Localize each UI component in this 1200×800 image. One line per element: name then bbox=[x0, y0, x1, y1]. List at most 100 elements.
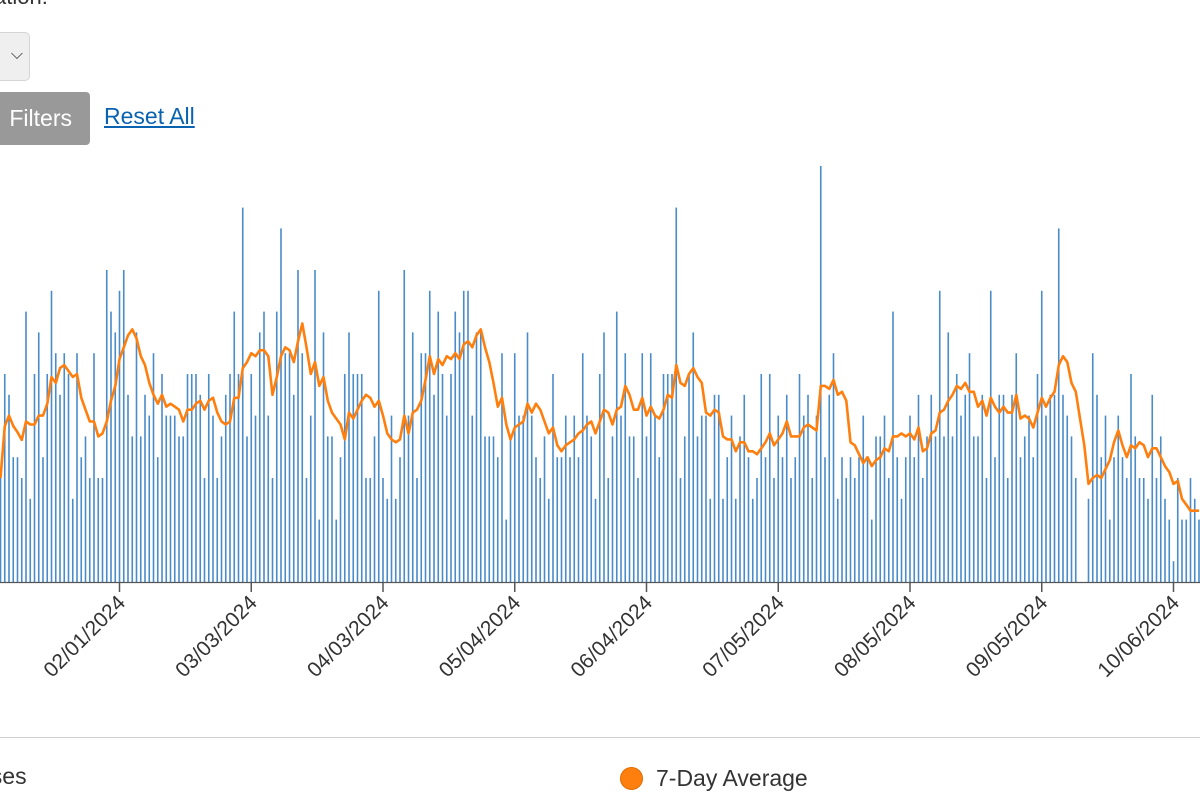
case-bar[interactable] bbox=[943, 436, 945, 582]
case-bar[interactable] bbox=[148, 415, 151, 582]
case-bar[interactable] bbox=[624, 353, 627, 582]
case-bar[interactable] bbox=[37, 332, 40, 582]
case-bar[interactable] bbox=[233, 311, 236, 582]
case-bar[interactable] bbox=[173, 415, 176, 582]
case-bar[interactable] bbox=[1121, 457, 1124, 582]
case-bar[interactable] bbox=[858, 457, 860, 582]
case-bar[interactable] bbox=[212, 415, 214, 582]
case-bar[interactable] bbox=[705, 415, 707, 582]
case-bar[interactable] bbox=[637, 478, 639, 582]
case-bar[interactable] bbox=[343, 374, 346, 582]
case-bar[interactable] bbox=[828, 394, 831, 582]
case-bar[interactable] bbox=[887, 478, 890, 582]
case-bar[interactable] bbox=[632, 436, 635, 582]
case-bar[interactable] bbox=[1117, 415, 1120, 582]
case-bar[interactable] bbox=[1053, 394, 1056, 582]
case-bar[interactable] bbox=[322, 332, 325, 582]
case-bar[interactable] bbox=[760, 374, 763, 582]
case-bar[interactable] bbox=[250, 374, 253, 582]
case-bar[interactable] bbox=[390, 415, 393, 582]
case-bar[interactable] bbox=[1062, 394, 1064, 582]
case-bar[interactable] bbox=[360, 374, 363, 582]
legend-item-cases[interactable]: ases bbox=[0, 763, 27, 789]
case-bar[interactable] bbox=[365, 478, 367, 582]
case-bar[interactable] bbox=[454, 311, 457, 582]
case-bar[interactable] bbox=[853, 478, 856, 582]
case-bar[interactable] bbox=[25, 311, 27, 582]
case-bar[interactable] bbox=[713, 394, 716, 582]
case-bar[interactable] bbox=[875, 436, 877, 582]
case-bar[interactable] bbox=[114, 332, 117, 582]
case-bar[interactable] bbox=[118, 290, 121, 582]
case-bar[interactable] bbox=[122, 270, 125, 582]
case-bar[interactable] bbox=[513, 353, 516, 582]
case-bar[interactable] bbox=[1036, 374, 1039, 582]
case-bar[interactable] bbox=[1040, 290, 1043, 582]
case-bar[interactable] bbox=[80, 457, 83, 582]
case-bar[interactable] bbox=[246, 436, 248, 582]
case-bar[interactable] bbox=[127, 394, 129, 582]
case-bar[interactable] bbox=[29, 498, 32, 582]
case-bar[interactable] bbox=[190, 374, 193, 582]
case-bar[interactable] bbox=[199, 394, 202, 582]
case-bar[interactable] bbox=[526, 332, 529, 582]
case-bar[interactable] bbox=[20, 478, 23, 582]
case-bar[interactable] bbox=[773, 478, 775, 582]
case-bar[interactable] bbox=[535, 457, 537, 582]
case-bar[interactable] bbox=[178, 436, 180, 582]
case-bar[interactable] bbox=[67, 374, 70, 582]
case-bar[interactable] bbox=[284, 353, 287, 582]
case-bar[interactable] bbox=[267, 415, 270, 582]
case-bar[interactable] bbox=[93, 353, 95, 582]
case-bar[interactable] bbox=[501, 353, 503, 582]
case-bar[interactable] bbox=[807, 394, 809, 582]
case-bar[interactable] bbox=[254, 415, 257, 582]
case-bar[interactable] bbox=[709, 498, 712, 582]
case-bar[interactable] bbox=[926, 436, 928, 582]
case-bar[interactable] bbox=[1057, 228, 1060, 582]
case-bar[interactable] bbox=[169, 415, 172, 582]
case-bar[interactable] bbox=[802, 415, 805, 582]
case-bar[interactable] bbox=[105, 270, 108, 582]
case-bar[interactable] bbox=[237, 374, 240, 582]
case-bar[interactable] bbox=[165, 415, 168, 582]
case-bar[interactable] bbox=[101, 478, 104, 582]
case-bar[interactable] bbox=[186, 374, 189, 582]
case-bar[interactable] bbox=[441, 374, 444, 582]
case-bar[interactable] bbox=[271, 478, 274, 582]
case-bar[interactable] bbox=[994, 457, 996, 582]
case-bar[interactable] bbox=[59, 394, 61, 582]
case-bar[interactable] bbox=[46, 374, 49, 582]
case-bar[interactable] bbox=[275, 311, 278, 582]
case-bar[interactable] bbox=[1130, 374, 1132, 582]
case-bar[interactable] bbox=[900, 498, 903, 582]
case-bar[interactable] bbox=[743, 394, 746, 582]
case-bar[interactable] bbox=[467, 290, 469, 582]
case-bar[interactable] bbox=[399, 457, 401, 582]
case-bar[interactable] bbox=[964, 394, 967, 582]
case-bar[interactable] bbox=[335, 519, 338, 582]
case-bar[interactable] bbox=[297, 270, 299, 582]
case-bar[interactable] bbox=[97, 478, 100, 582]
case-bar[interactable] bbox=[386, 498, 389, 582]
case-bar[interactable] bbox=[12, 457, 15, 582]
case-bar[interactable] bbox=[764, 457, 767, 582]
case-bar[interactable] bbox=[1134, 436, 1137, 582]
case-bar[interactable] bbox=[739, 436, 741, 582]
case-bar[interactable] bbox=[756, 478, 758, 582]
case-bar[interactable] bbox=[224, 394, 227, 582]
case-bar[interactable] bbox=[556, 457, 559, 582]
case-bar[interactable] bbox=[607, 478, 610, 582]
case-bar[interactable] bbox=[811, 478, 814, 582]
case-bar[interactable] bbox=[569, 457, 571, 582]
case-bar[interactable] bbox=[496, 457, 499, 582]
case-bar[interactable] bbox=[1019, 457, 1022, 582]
case-bar[interactable] bbox=[734, 498, 737, 582]
case-bar[interactable] bbox=[403, 270, 406, 582]
case-bar[interactable] bbox=[577, 457, 580, 582]
case-bar[interactable] bbox=[675, 207, 678, 582]
reset-all-link[interactable]: Reset All bbox=[104, 103, 195, 129]
case-bar[interactable] bbox=[781, 457, 784, 582]
case-bar[interactable] bbox=[135, 332, 138, 582]
case-bar[interactable] bbox=[679, 478, 682, 582]
